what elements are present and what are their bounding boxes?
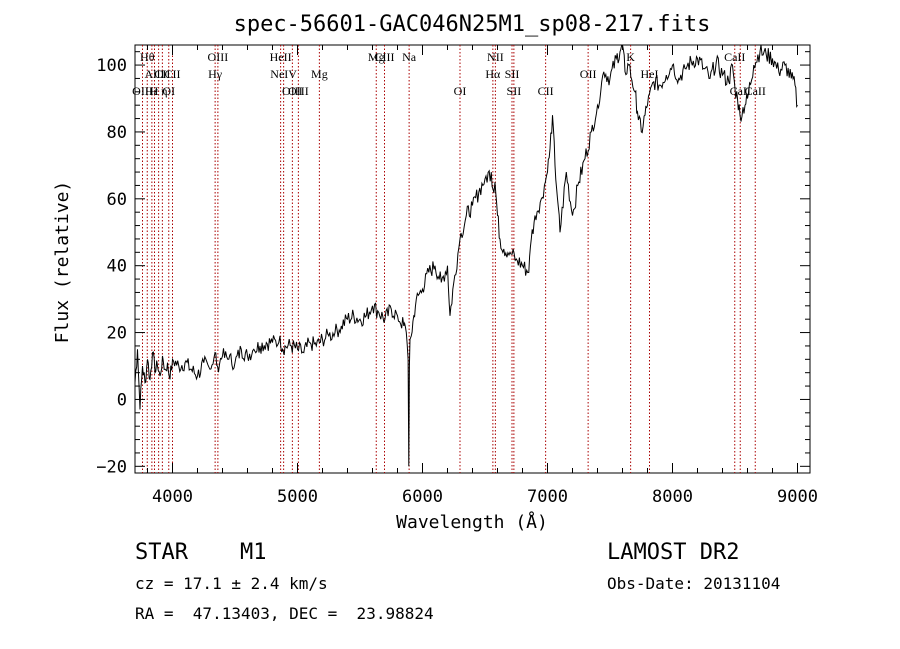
line-label: H η (150, 84, 168, 98)
line-label: HeI (641, 67, 659, 81)
y-tick-label: 0 (117, 390, 127, 410)
survey-name: LAMOST DR2 (607, 540, 740, 565)
spectrum-line (134, 44, 798, 467)
x-tick-label: 4000 (152, 487, 193, 507)
y-axis-label: Flux (relative) (52, 181, 73, 344)
redshift-velocity: cz = 17.1 ± 2.4 km/s (135, 574, 328, 593)
y-tick-label: 20 (107, 324, 127, 344)
object-subclass: M1 (240, 540, 267, 565)
object-type: STAR (135, 540, 188, 565)
line-label: OI (162, 84, 175, 98)
line-label: CaII (724, 50, 745, 64)
line-label: OIII (288, 84, 309, 98)
line-label: Mg (368, 50, 385, 64)
line-label: Mg (311, 67, 328, 81)
line-label: Na (402, 50, 417, 64)
line-label: Hε (145, 84, 159, 98)
chart-title: spec-56601-GAC046N25M1_sp08-217.fits (234, 12, 711, 37)
observation-date: Obs-Date: 20131104 (607, 574, 781, 593)
line-label: SII (507, 84, 522, 98)
y-tick-label: 60 (107, 190, 127, 210)
line-label: NeIV (270, 67, 297, 81)
coordinates: RA = 47.13403, DEC = 23.98824 (135, 604, 434, 623)
y-tick-label: 100 (96, 56, 127, 76)
line-label: CIII (375, 50, 395, 64)
line-label: OIII (282, 84, 303, 98)
spectral-line-markers (142, 45, 756, 473)
x-tick-label: 8000 (652, 487, 693, 507)
line-label: CII (154, 67, 170, 81)
line-label: Hγ (208, 67, 223, 81)
line-label: CII (165, 67, 181, 81)
line-label: HeII (270, 50, 292, 64)
line-label: AlII (145, 67, 165, 81)
line-label: OIII (132, 84, 153, 98)
line-label: OII (580, 67, 597, 81)
y-tick-label: 40 (107, 257, 127, 277)
y-axis-ticks: −20 0 20 40 60 80 100 (96, 51, 810, 477)
x-axis-ticks: 4000 5000 6000 7000 8000 9000 (147, 45, 818, 507)
line-label: CII (538, 84, 554, 98)
line-label: K (626, 50, 635, 64)
x-tick-label: 5000 (277, 487, 318, 507)
line-label: SII (505, 67, 520, 81)
line-label: Hθ (140, 50, 155, 64)
line-label: CaII (745, 84, 766, 98)
line-label: OIII (208, 50, 229, 64)
x-axis-label: Wavelength (Å) (396, 511, 548, 533)
y-tick-label: −20 (96, 457, 127, 477)
x-tick-label: 6000 (402, 487, 443, 507)
y-tick-label: 80 (107, 123, 127, 143)
x-tick-label: 9000 (777, 487, 818, 507)
x-tick-label: 7000 (527, 487, 568, 507)
line-label: NII (487, 50, 504, 64)
line-label: Hα (485, 67, 501, 81)
line-label: OI (454, 84, 467, 98)
plot-frame (134, 44, 811, 474)
